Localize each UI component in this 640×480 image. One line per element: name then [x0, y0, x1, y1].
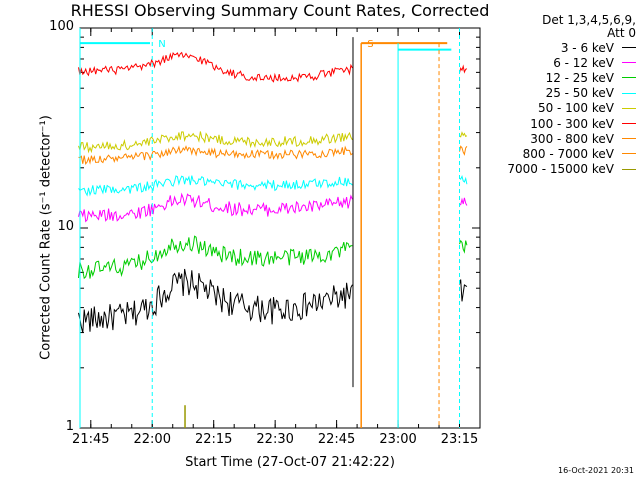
legend-swatch — [622, 138, 636, 140]
legend-swatch — [622, 62, 636, 64]
legend-entry-label: 3 - 6 keV — [560, 40, 614, 55]
y-tick-label: 100 — [49, 19, 74, 34]
legend: Det 1,3,4,5,6,9, Att 0 3 - 6 keV 6 - 12 k… — [476, 14, 636, 177]
legend-entry-label: 25 - 50 keV — [545, 86, 614, 101]
series-tail-segment — [459, 145, 468, 156]
x-tick-label: 23:15 — [440, 432, 479, 447]
x-tick-label: 21:45 — [72, 432, 110, 447]
legend-entries: 3 - 6 keV 6 - 12 keV 12 - 25 keV 25 - 50 ke… — [476, 40, 636, 177]
series-line-3-6kev — [78, 268, 353, 333]
legend-entry: 12 - 25 keV — [476, 70, 636, 85]
legend-entry-label: 7000 - 15000 keV — [507, 162, 614, 177]
y-tick-label: 10 — [57, 219, 74, 234]
series-tail-segment — [459, 239, 468, 254]
legend-entry: 800 - 7000 keV — [476, 146, 636, 161]
series-tail-segment — [459, 64, 468, 74]
legend-entry-label: 300 - 800 keV — [530, 131, 614, 146]
legend-header-line-1: Det 1,3,4,5,6,9, — [542, 13, 636, 27]
series-line-100-300kev — [78, 51, 353, 83]
legend-entry: 300 - 800 keV — [476, 131, 636, 146]
chart-title: RHESSI Observing Summary Count Rates, Co… — [70, 1, 490, 20]
legend-entry: 50 - 100 keV — [476, 101, 636, 116]
legend-entry-label: 12 - 25 keV — [545, 70, 614, 85]
generation-timestamp: 16-Oct-2021 20:31 — [558, 466, 634, 475]
series-tail-segment — [459, 174, 468, 185]
legend-swatch — [622, 77, 636, 79]
plot-frame — [79, 27, 481, 429]
legend-entry: 3 - 6 keV — [476, 40, 636, 55]
series-tail-segment — [459, 131, 468, 138]
flag-label-s: S — [367, 39, 373, 50]
legend-entry: 100 - 300 keV — [476, 116, 636, 131]
x-tick-label: 23:00 — [379, 432, 417, 447]
legend-swatch — [622, 168, 636, 170]
flag-label-n: N — [158, 39, 165, 50]
legend-header-line-2: Att 0 — [607, 26, 636, 40]
legend-entry: 6 - 12 keV — [476, 55, 636, 70]
x-tick-label: 22:30 — [256, 432, 294, 447]
x-tick-label: 22:45 — [317, 432, 356, 447]
y-tick-label: 1 — [65, 419, 74, 434]
series-line-25-50kev — [78, 175, 353, 197]
series-line-50-100kev — [78, 131, 353, 154]
legend-entry: 7000 - 15000 keV — [476, 162, 636, 177]
series-line-12-25kev — [78, 235, 353, 280]
series-tail-segment — [459, 197, 468, 206]
legend-entry-label: 6 - 12 keV — [553, 55, 614, 70]
x-axis-label: Start Time (27-Oct-07 21:42:22) — [185, 455, 395, 470]
series-line-6-12kev — [78, 192, 353, 223]
legend-swatch — [622, 107, 636, 109]
legend-swatch — [622, 92, 636, 94]
series-tail-segment — [459, 279, 468, 302]
legend-swatch — [622, 123, 636, 125]
x-tick-label: 22:00 — [133, 432, 171, 447]
legend-entry-label: 100 - 300 keV — [530, 116, 614, 131]
legend-swatch — [622, 47, 636, 49]
legend-entry: 25 - 50 keV — [476, 86, 636, 101]
legend-entry-label: 800 - 7000 keV — [522, 146, 614, 161]
x-tick-label: 22:15 — [194, 432, 233, 447]
series-line-300-800kev — [78, 145, 353, 165]
legend-entry-label: 50 - 100 keV — [537, 101, 614, 116]
legend-swatch — [622, 153, 636, 155]
y-axis-label: Corrected Count Rate (s⁻¹ detector⁻¹) — [38, 115, 54, 360]
